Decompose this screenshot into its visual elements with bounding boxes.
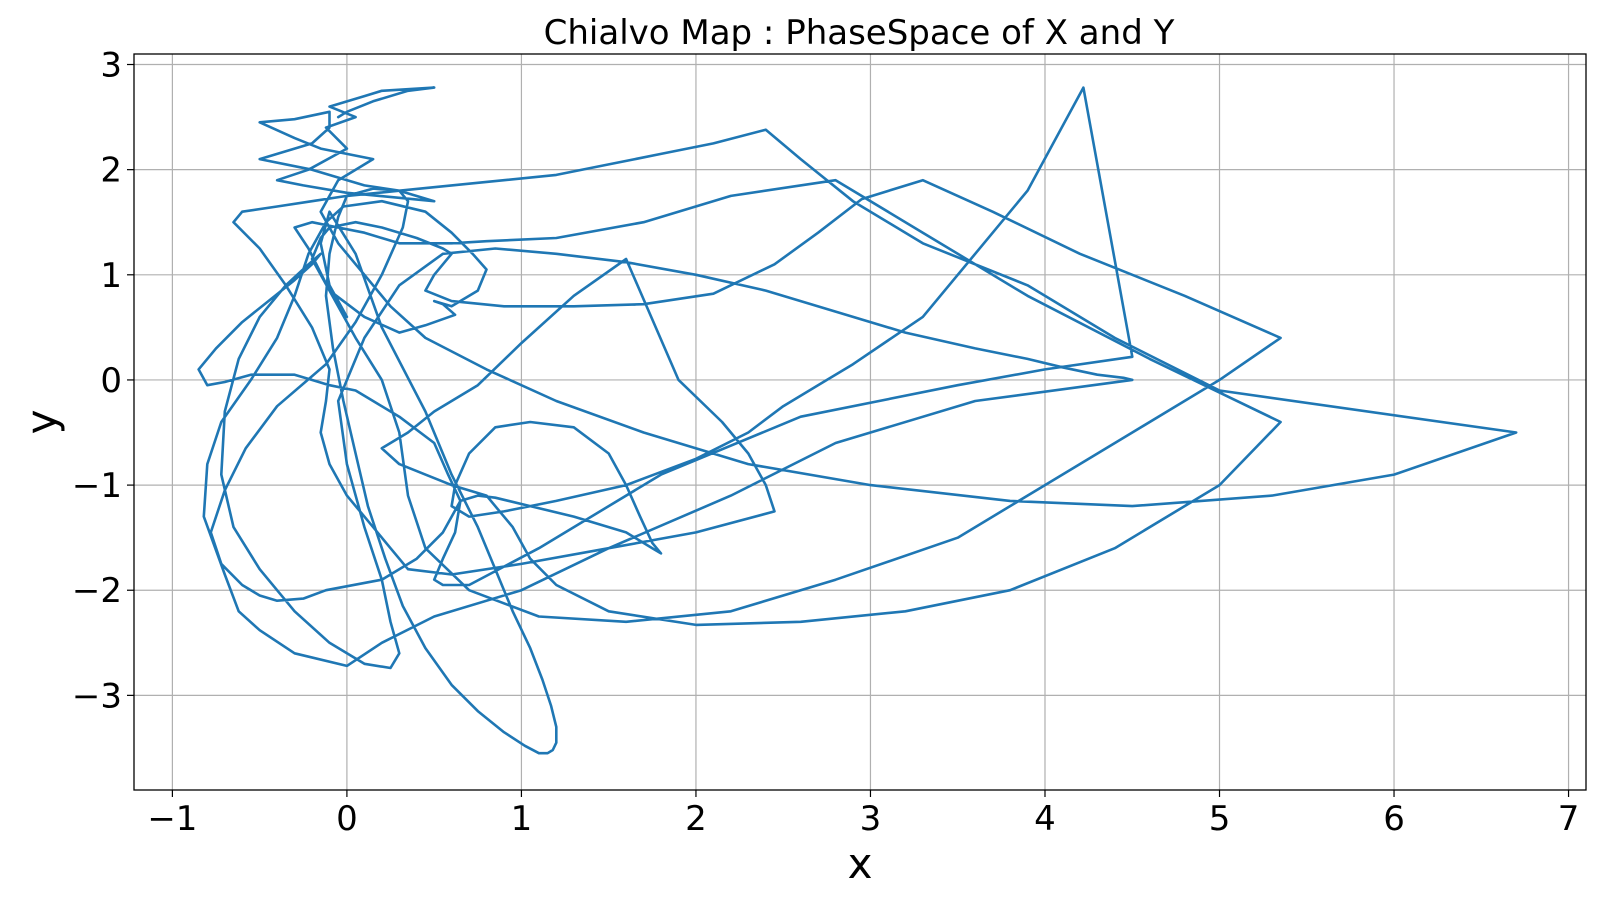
x-tick-label: 6 <box>1383 799 1405 839</box>
y-axis-label: y <box>17 410 66 435</box>
x-tick-label: 0 <box>336 799 358 839</box>
y-tick-label: 0 <box>100 361 122 401</box>
x-tick-label: 4 <box>1034 799 1056 839</box>
y-tick-label: −1 <box>72 466 122 506</box>
grid-lines <box>134 54 1586 790</box>
chart-title: Chialvo Map : PhaseSpace of X and Y <box>544 13 1175 53</box>
trajectory-line <box>197 86 1518 755</box>
plot-frame <box>133 53 1587 791</box>
x-tick-label: 7 <box>1558 799 1580 839</box>
x-tick-label: 1 <box>511 799 533 839</box>
y-tick-label: 1 <box>100 256 122 296</box>
axis-ticks: −1 0 1 2 3 4 5 6 7 −3 −2 −1 0 1 2 3 <box>72 46 1579 839</box>
x-tick-label: −1 <box>147 799 197 839</box>
x-tick-label: 3 <box>860 799 882 839</box>
x-tick-label: 5 <box>1209 799 1231 839</box>
series-layer <box>197 86 1518 755</box>
y-tick-label: −3 <box>72 676 122 716</box>
x-tick-label: 2 <box>685 799 707 839</box>
y-tick-label: 2 <box>100 151 122 191</box>
y-tick-label: 3 <box>100 46 122 86</box>
x-axis-label: x <box>848 839 873 888</box>
y-tick-label: −2 <box>72 571 122 611</box>
